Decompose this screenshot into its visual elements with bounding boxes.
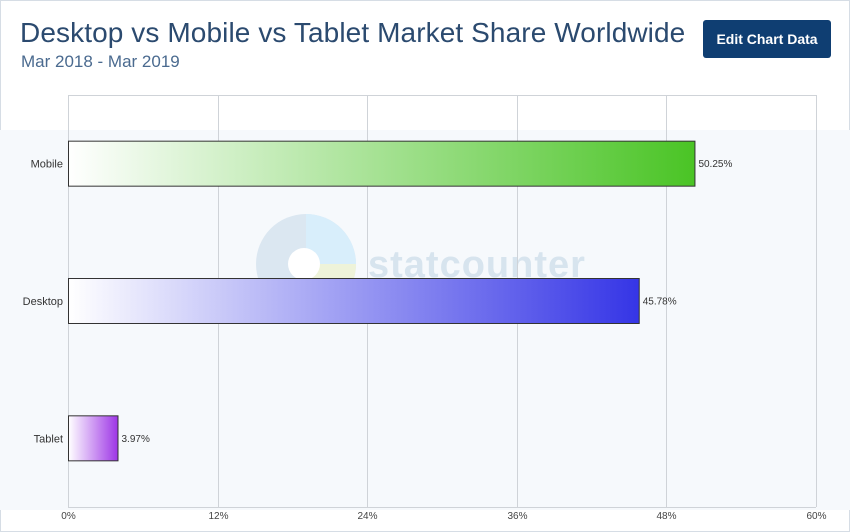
watermark-logo-slice-icon: [306, 214, 356, 264]
category-label-tablet: Tablet: [34, 433, 63, 445]
chart-subtitle: Mar 2018 - Mar 2019: [21, 52, 180, 71]
data-label-mobile: 50.25%: [698, 159, 732, 170]
x-tick-label: 0%: [61, 511, 76, 522]
category-label-desktop: Desktop: [23, 296, 63, 308]
bar-tablet[interactable]: [68, 415, 119, 462]
category-label-mobile: Mobile: [31, 159, 63, 171]
x-tick-label: 48%: [656, 511, 676, 522]
x-tick-label: 24%: [357, 511, 377, 522]
x-tick-label: 60%: [806, 511, 826, 522]
watermark-logo-hole-icon: [288, 248, 320, 280]
bar-mobile[interactable]: [68, 140, 696, 187]
data-label-desktop: 45.78%: [643, 297, 677, 308]
x-tick-label: 36%: [507, 511, 527, 522]
chart-title: Desktop vs Mobile vs Tablet Market Share…: [20, 17, 686, 48]
x-tick-label: 12%: [208, 511, 228, 522]
data-label-tablet: 3.97%: [121, 434, 149, 445]
bar-desktop[interactable]: [68, 278, 640, 324]
edit-chart-data-button[interactable]: Edit Chart Data: [703, 20, 831, 58]
